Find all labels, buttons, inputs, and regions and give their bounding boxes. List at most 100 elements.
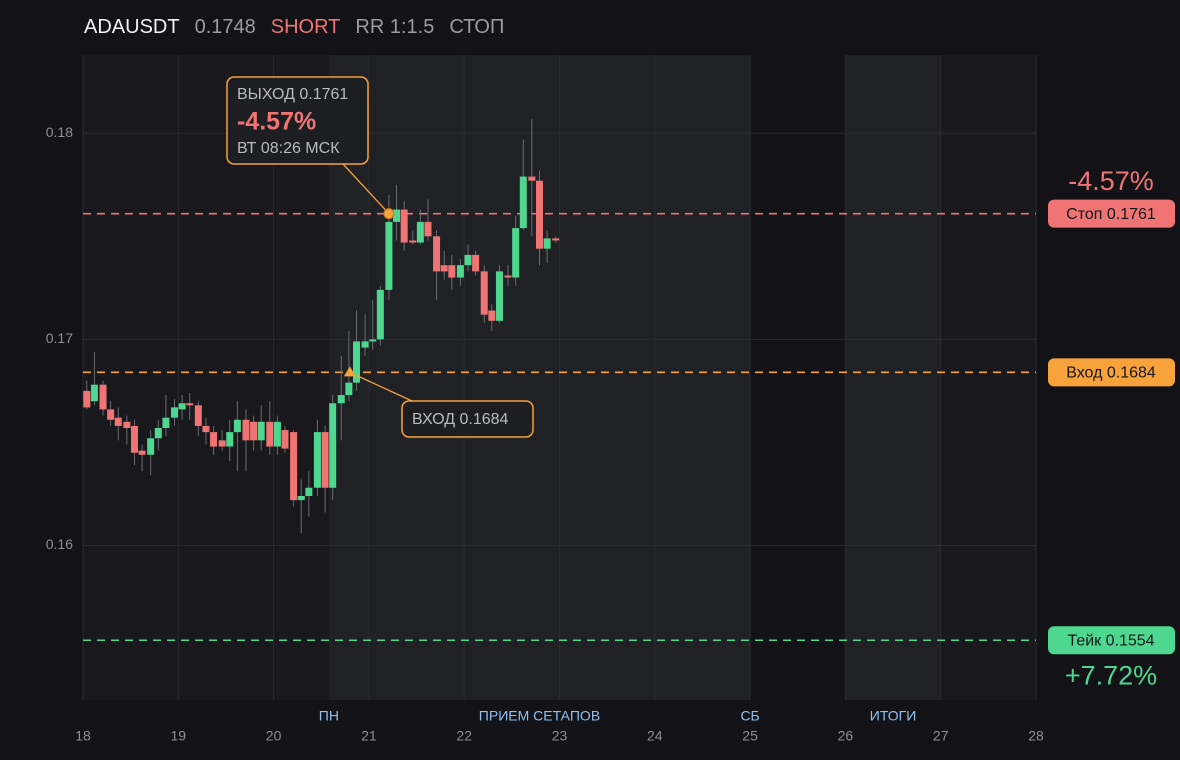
candle-body [266,421,274,447]
candle-body [233,419,241,433]
header: ADAUSDT 0.1748 SHORT RR 1:1.5 СТОП [84,16,504,39]
candle-body [504,275,512,278]
x-tick-label: 25 [742,728,758,744]
candle-body [448,265,456,278]
level-badge [1048,358,1175,387]
level-badge [1048,626,1175,655]
candle-body [257,421,265,441]
candle-body [361,341,369,348]
level-percent: -4.57% [1068,166,1154,196]
candle-body [162,417,170,428]
candle-body [472,254,480,272]
x-tick-label: 18 [75,728,91,744]
candle-body [114,417,122,426]
candle-body [535,180,543,249]
candle-body [138,450,146,455]
price: 0.1748 [194,16,256,38]
candle-body [99,384,107,410]
annotation-connector [342,163,390,215]
exit-annotation-percent: -4.57% [237,108,316,136]
entry-annotation-box [401,400,534,438]
candle-body [147,438,155,455]
level-label: Тейк 0.1554 [1067,632,1154,649]
candle-body [512,228,520,278]
session-label: ПРИЕМ СЕТАПОВ [479,708,600,724]
exit-marker [383,208,395,220]
x-tick-label: 19 [171,728,187,744]
candle-body [250,421,258,441]
x-tick-label: 23 [552,728,568,744]
candle-body [290,432,298,501]
candle-body [543,238,551,249]
level-label: Вход 0.1684 [1066,365,1156,382]
candle-body [83,390,91,408]
candle-body [313,432,321,488]
session-shade [328,55,751,700]
session-shade [845,55,941,700]
status: СТОП [449,16,505,38]
y-tick-label: 0.17 [46,330,73,346]
candle-body [385,221,393,290]
candle-body [528,176,536,181]
risk-reward: RR 1:1.5 [355,16,435,38]
x-tick-label: 20 [266,728,282,744]
candle-body [409,240,417,243]
annotation-connector [349,371,413,402]
candle-body [202,425,210,433]
candle-body [424,221,432,237]
candle-body [433,236,441,272]
session-label: СБ [740,708,759,724]
candle-body [488,310,496,321]
session-label: ИТОГИ [870,708,917,724]
candle-body [369,339,377,342]
level-percent: +7.72% [1065,660,1157,690]
candle-body [337,395,345,404]
weekend-shade [750,55,846,700]
side: SHORT [270,16,341,38]
candle-body [130,425,138,453]
candle-body [552,238,560,241]
candle-body [416,221,424,243]
x-tick-label: 28 [1028,728,1044,744]
candle-body [90,384,98,402]
candle-body [464,254,472,266]
candle-body [480,271,488,315]
y-tick-label: 0.18 [46,124,73,140]
x-tick-label: 21 [361,728,377,744]
x-tick-label: 27 [933,728,949,744]
candle-body [345,382,353,396]
candle-body [194,405,202,426]
candle-body [440,265,448,272]
entry-annotation-title: ВХОД 0.1684 [412,411,509,428]
candle-body [107,409,115,420]
session-label: ПН [319,708,339,724]
candle-body [297,495,305,501]
exit-annotation-box [226,76,369,165]
candle-body [170,407,178,418]
y-tick-label: 0.16 [46,536,73,552]
candle-body [242,419,250,441]
candle-body [154,427,162,439]
candle-body [393,209,401,222]
candle-body [218,440,226,447]
candle-body [329,403,337,488]
candle-body [519,176,527,229]
symbol: ADAUSDT [84,16,180,38]
candle-body [353,341,361,383]
level-badge [1048,199,1175,228]
candle-body [273,421,281,447]
candle-body [178,403,186,410]
candle-body [226,432,234,447]
candle-body [305,487,313,496]
level-label: Стоп 0.1761 [1066,206,1156,223]
candle-body [210,432,218,447]
exit-annotation-time: ВТ 08:26 МСК [237,140,340,157]
candle-body [281,430,289,449]
candle-body [456,265,464,278]
x-tick-label: 24 [647,728,663,744]
candle-body [321,432,329,488]
entry-marker [343,366,356,377]
candle-body [400,209,408,243]
